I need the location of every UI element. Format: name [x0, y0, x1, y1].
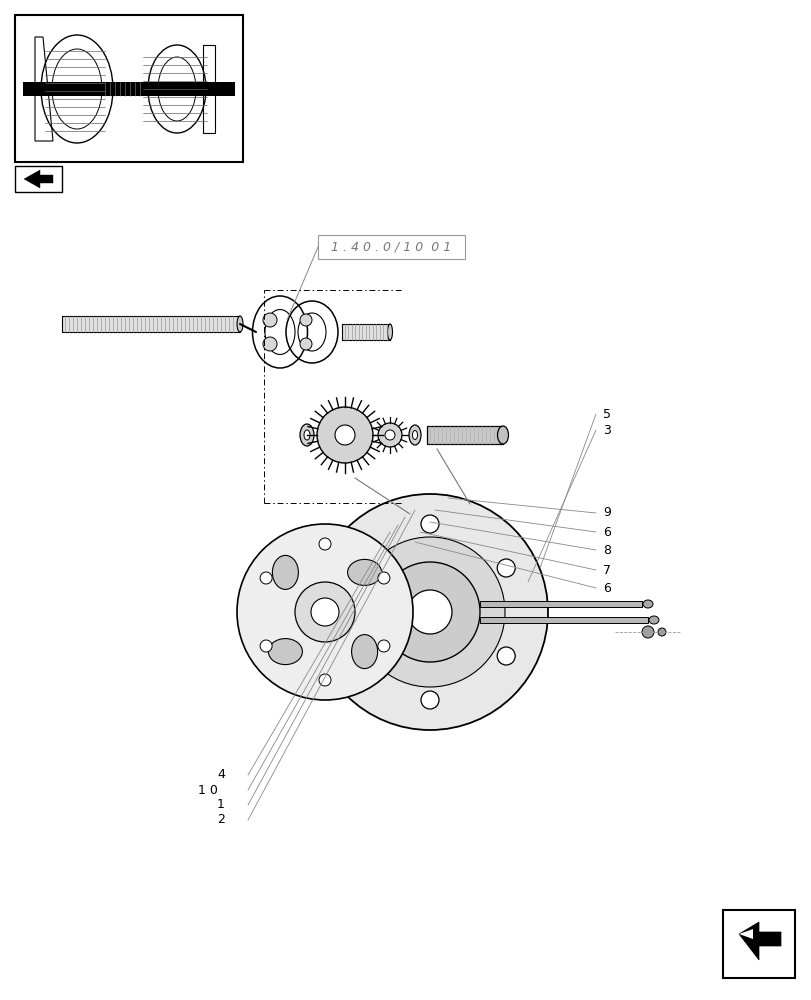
Circle shape	[335, 425, 354, 445]
Text: 9: 9	[603, 506, 610, 520]
Ellipse shape	[387, 324, 392, 340]
Polygon shape	[62, 316, 240, 332]
Bar	[479, 601, 642, 607]
Circle shape	[377, 572, 389, 584]
Text: 5: 5	[603, 408, 610, 420]
Text: 4: 4	[217, 768, 225, 782]
Ellipse shape	[237, 316, 242, 332]
Circle shape	[299, 314, 311, 326]
Circle shape	[377, 640, 389, 652]
Circle shape	[496, 559, 514, 577]
Circle shape	[420, 515, 439, 533]
Bar	[23, 82, 234, 96]
Circle shape	[496, 647, 514, 665]
Ellipse shape	[299, 424, 314, 446]
Text: 1: 1	[217, 798, 225, 811]
Polygon shape	[341, 324, 389, 340]
Circle shape	[407, 590, 452, 634]
Circle shape	[384, 430, 394, 440]
Bar	[15, 166, 62, 192]
Circle shape	[345, 647, 363, 665]
Bar	[15, 15, 242, 162]
Circle shape	[316, 407, 372, 463]
Circle shape	[260, 572, 272, 584]
Circle shape	[299, 338, 311, 350]
Circle shape	[311, 494, 547, 730]
Circle shape	[294, 582, 354, 642]
Text: 1 . 4 0 . 0 / 1 0  0 1: 1 . 4 0 . 0 / 1 0 0 1	[331, 240, 451, 253]
Ellipse shape	[351, 635, 377, 669]
Bar	[318, 235, 465, 259]
Text: 8: 8	[603, 544, 610, 556]
Circle shape	[642, 626, 653, 638]
Circle shape	[345, 559, 363, 577]
Circle shape	[260, 640, 272, 652]
Circle shape	[237, 524, 413, 700]
Circle shape	[263, 337, 277, 351]
Ellipse shape	[412, 430, 417, 440]
Ellipse shape	[303, 430, 310, 440]
Ellipse shape	[268, 639, 302, 665]
Circle shape	[354, 537, 504, 687]
Ellipse shape	[648, 616, 659, 624]
Ellipse shape	[347, 559, 381, 585]
Polygon shape	[24, 170, 53, 188]
Text: 6: 6	[603, 526, 610, 538]
Text: 1 0: 1 0	[198, 784, 217, 796]
Circle shape	[319, 674, 331, 686]
Circle shape	[311, 598, 338, 626]
Ellipse shape	[497, 426, 508, 444]
Ellipse shape	[642, 600, 652, 608]
Polygon shape	[738, 922, 780, 960]
Circle shape	[380, 562, 479, 662]
Circle shape	[420, 691, 439, 709]
Circle shape	[657, 628, 665, 636]
Text: 3: 3	[603, 424, 610, 436]
Circle shape	[319, 538, 331, 550]
Bar	[479, 617, 647, 623]
Ellipse shape	[272, 555, 298, 589]
Text: 6: 6	[603, 582, 610, 594]
Text: 7: 7	[603, 564, 610, 576]
Text: 2: 2	[217, 813, 225, 826]
Circle shape	[378, 423, 401, 447]
Circle shape	[263, 313, 277, 327]
Bar	[722, 910, 794, 978]
Ellipse shape	[409, 425, 420, 445]
Bar	[427, 426, 502, 444]
Polygon shape	[738, 929, 752, 939]
